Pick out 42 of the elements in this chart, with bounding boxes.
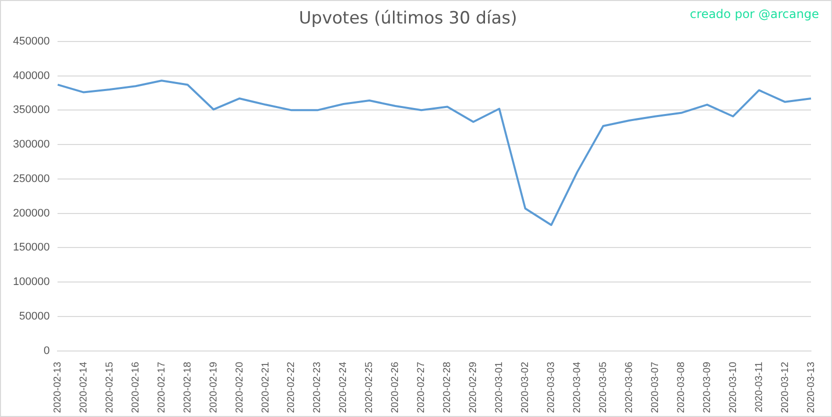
x-tick-label: 2020-03-05 (598, 361, 609, 414)
x-tick-label: 2020-03-12 (780, 361, 791, 414)
x-tick-label: 2020-02-17 (156, 361, 168, 414)
x-tick-label: 2020-02-29 (468, 361, 480, 414)
x-tick-label: 2020-02-19 (208, 361, 220, 414)
y-tick-label: 50000 (19, 310, 50, 322)
y-tick-label: 100000 (12, 276, 50, 288)
x-tick-label: 2020-02-23 (312, 361, 324, 414)
x-tick-label: 2020-03-08 (676, 361, 687, 414)
x-tick-label: 2020-02-25 (364, 361, 376, 414)
y-tick-label: 200000 (12, 207, 50, 220)
x-tick-label: 2020-03-02 (520, 361, 532, 414)
x-tick-label: 2020-03-11 (754, 361, 765, 412)
x-tick-label: 2020-03-06 (624, 361, 635, 414)
x-tick-label: 2020-02-26 (390, 361, 402, 414)
y-tick-label: 250000 (12, 172, 50, 185)
y-tick-label: 400000 (12, 70, 50, 82)
x-tick-label: 2020-03-04 (572, 361, 583, 414)
x-tick-label: 2020-03-03 (546, 361, 557, 414)
x-tick-label: 2020-02-21 (260, 361, 272, 414)
x-tick-label: 2020-02-14 (78, 361, 90, 414)
x-tick-label: 2020-03-13 (806, 361, 817, 414)
y-tick-label: 450000 (12, 35, 50, 48)
x-tick-label: 2020-02-20 (234, 361, 246, 414)
x-tick-label: 2020-02-22 (286, 361, 298, 414)
x-tick-label: 2020-02-16 (130, 361, 142, 414)
y-tick-label: 350000 (12, 104, 50, 116)
x-tick-label: 2020-02-28 (442, 361, 454, 414)
y-tick-label: 300000 (12, 138, 50, 151)
x-tick-label: 2020-03-07 (650, 361, 661, 414)
x-tick-label: 2020-03-09 (702, 361, 713, 414)
text: creado por @arcange (690, 7, 819, 22)
y-tick-label: 0 (44, 344, 50, 357)
x-tick-label: 2020-02-27 (416, 361, 428, 414)
x-tick-label: 2020-02-18 (182, 361, 194, 414)
chart-title: Upvotes (últimos 30 días) (298, 8, 518, 29)
x-tick-label: 2020-02-13 (52, 361, 64, 414)
x-tick-label: 2020-03-01 (494, 361, 506, 414)
x-tick-label: 2020-03-10 (728, 361, 739, 414)
y-tick-label: 150000 (12, 242, 50, 254)
x-tick-label: 2020-02-24 (338, 361, 350, 414)
x-tick-label: 2020-02-15 (104, 361, 116, 414)
